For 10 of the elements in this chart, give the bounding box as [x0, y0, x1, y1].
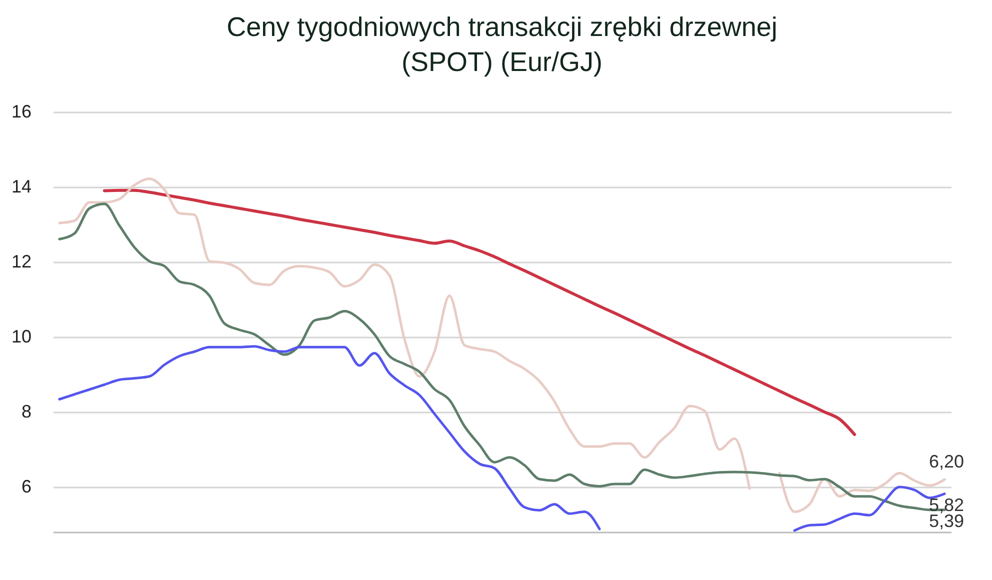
line-series — [102, 188, 856, 436]
y-tick-label: 10 — [11, 326, 32, 346]
y-tick-label: 12 — [11, 252, 32, 272]
y-tick-label: 6 — [21, 476, 32, 496]
y-tick-label: 16 — [11, 102, 32, 122]
data-label: 6,20 — [929, 452, 964, 472]
y-tick-label: 8 — [21, 402, 32, 422]
chart-title: Ceny tygodniowych transakcji zrębki drzewnej (SPOT) (Eur/GJ) — [226, 12, 778, 77]
y-tick-label: 14 — [11, 176, 32, 196]
data-label: 5,82 — [929, 494, 964, 515]
